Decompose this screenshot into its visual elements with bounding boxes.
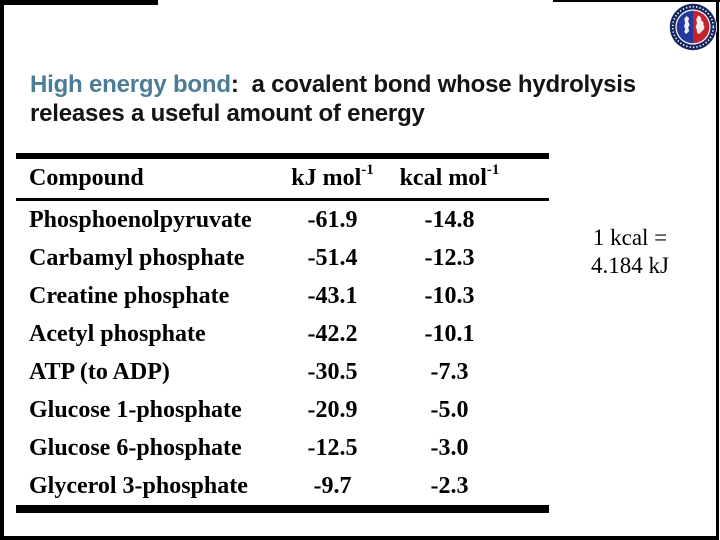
row-spacer <box>516 200 549 240</box>
kcal-value: -10.1 <box>424 320 475 347</box>
frame-top-right-line <box>553 0 720 2</box>
title-rest: : a covalent bond whose hydrolysis relea… <box>30 71 636 127</box>
conversion-note-line1: 1 kcal = <box>592 225 668 250</box>
kcal-value: -3.0 <box>430 434 469 461</box>
compound-name: Glucose 6-phosphate <box>29 434 242 461</box>
title-highlight: High energy bond <box>30 71 231 98</box>
table-row: Acetyl phosphate -42.2 -10.1 <box>16 315 549 353</box>
kj-value: -51.4 <box>307 244 358 271</box>
table-row: Creatine phosphate -43.1 -10.3 <box>16 277 549 315</box>
row-spacer <box>516 239 549 277</box>
table-header-row: Compound kJ mol-1 kcal mol-1 <box>16 159 549 201</box>
compound-name: Phosphoenolpyruvate <box>29 206 252 233</box>
table-row: Phosphoenolpyruvate -61.9 -14.8 <box>16 200 549 240</box>
compound-name: Glycerol 3-phosphate <box>29 472 248 499</box>
compound-name: ATP (to ADP) <box>29 358 170 385</box>
table-row: Glucose 1-phosphate -20.9 -5.0 <box>16 391 549 429</box>
table-row: Glucose 6-phosphate -12.5 -3.0 <box>16 429 549 467</box>
table-row: Carbamyl phosphate -51.4 -12.3 <box>16 239 549 277</box>
table-bottom-rule <box>16 505 549 513</box>
energy-table: Compound kJ mol-1 kcal mol-1 Phosphoenol… <box>16 153 549 513</box>
row-spacer <box>516 391 549 429</box>
kcal-value: -14.8 <box>424 206 475 233</box>
col-header-compound: Compound <box>16 159 282 201</box>
kj-value: -12.5 <box>307 434 358 461</box>
table-row: ATP (to ADP) -30.5 -7.3 <box>16 353 549 391</box>
row-spacer <box>516 277 549 315</box>
frame-left-border <box>0 0 4 540</box>
slide-title: High energy bond: a covalent bond whose … <box>30 70 685 128</box>
col-header-kcal: kcal mol-1 <box>383 159 516 201</box>
kj-value: -42.2 <box>307 320 358 347</box>
conversion-note: 1 kcal = 4.184 kJ <box>584 224 676 280</box>
kcal-value: -10.3 <box>424 282 475 309</box>
kj-value: -20.9 <box>307 396 358 423</box>
frame-bottom-border <box>0 536 717 540</box>
table-top-rule <box>16 153 549 159</box>
row-spacer <box>516 315 549 353</box>
university-crest-icon <box>669 3 717 51</box>
kj-value: -61.9 <box>307 206 358 233</box>
compound-name: Carbamyl phosphate <box>29 244 245 271</box>
kcal-value: -7.3 <box>430 358 469 385</box>
compound-name: Creatine phosphate <box>29 282 230 309</box>
kcal-value: -5.0 <box>430 396 469 423</box>
col-header-kj: kJ mol-1 <box>282 159 383 201</box>
row-spacer <box>516 467 549 505</box>
frame-top-left-bar <box>0 0 158 5</box>
kcal-value: -2.3 <box>430 472 469 499</box>
kj-value: -9.7 <box>313 472 352 499</box>
university-crest-logo <box>668 2 718 52</box>
kj-value: -30.5 <box>307 358 358 385</box>
kj-value: -43.1 <box>307 282 358 309</box>
conversion-note-line2: 4.184 kJ <box>591 253 669 278</box>
compound-name: Acetyl phosphate <box>29 320 206 347</box>
compound-name: Glucose 1-phosphate <box>29 396 242 423</box>
table-row: Glycerol 3-phosphate -9.7 -2.3 <box>16 467 549 505</box>
row-spacer <box>516 353 549 391</box>
col-header-spacer <box>516 159 549 201</box>
row-spacer <box>516 429 549 467</box>
kcal-value: -12.3 <box>424 244 475 271</box>
frame-right-border <box>716 0 719 540</box>
